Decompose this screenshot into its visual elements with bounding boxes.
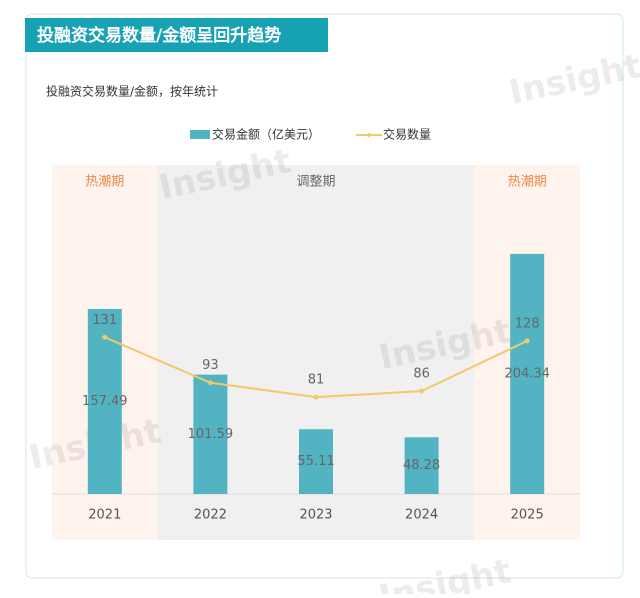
legend-swatch bbox=[190, 130, 210, 139]
legend-label: 交易数量 bbox=[383, 127, 431, 142]
line-point bbox=[313, 394, 319, 400]
line-point bbox=[102, 334, 108, 340]
line-value-label: 131 bbox=[92, 313, 117, 328]
line-point bbox=[207, 380, 213, 386]
x-tick-label: 2023 bbox=[299, 508, 332, 523]
period-label: 热潮期 bbox=[508, 175, 547, 190]
bar-value-label: 101.59 bbox=[188, 427, 234, 442]
line-value-label: 81 bbox=[308, 373, 325, 388]
line-point bbox=[524, 338, 530, 344]
bar bbox=[193, 374, 228, 494]
subtitle: 投融资交易数量/金额，按年统计 bbox=[46, 84, 218, 99]
x-tick-label: 2025 bbox=[511, 508, 544, 523]
x-tick-label: 2021 bbox=[88, 508, 121, 523]
bar bbox=[404, 437, 439, 494]
legend-label: 交易金额（亿美元） bbox=[212, 127, 320, 142]
bar bbox=[299, 429, 333, 494]
bar-value-label: 48.28 bbox=[403, 458, 440, 473]
title-banner bbox=[25, 18, 328, 52]
bar-value-label: 157.49 bbox=[82, 394, 128, 409]
line-point bbox=[419, 388, 425, 394]
period-label: 热潮期 bbox=[85, 175, 124, 190]
bar bbox=[510, 253, 545, 494]
bar-value-label: 55.11 bbox=[297, 454, 334, 469]
x-tick-label: 2022 bbox=[194, 508, 227, 523]
legend-swatch bbox=[367, 133, 371, 137]
chart-title: 投融资交易数量/金额呈回升趋势 bbox=[37, 25, 281, 46]
bar-value-label: 204.34 bbox=[504, 366, 550, 381]
bar bbox=[87, 308, 122, 494]
period-label: 调整期 bbox=[296, 175, 335, 190]
line-value-label: 93 bbox=[202, 358, 219, 373]
line-value-label: 128 bbox=[515, 316, 540, 331]
line-value-label: 86 bbox=[413, 367, 430, 382]
x-tick-label: 2024 bbox=[405, 508, 438, 523]
